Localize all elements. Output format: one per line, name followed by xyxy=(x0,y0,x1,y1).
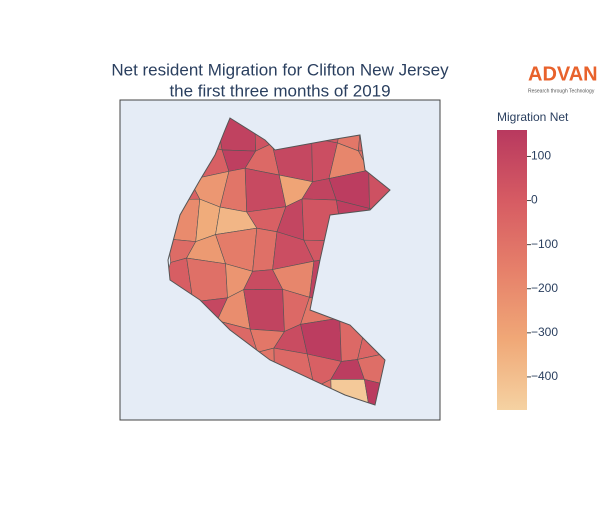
colorbar-tick-label: −300 xyxy=(531,325,558,339)
region xyxy=(243,288,285,332)
logo-tagline: Research through Technology xyxy=(528,88,595,94)
logo: ADVAN xyxy=(528,63,598,85)
city-outline xyxy=(167,117,391,406)
colorbar-ticks: 100 0 −100 −200 −300 −400 xyxy=(527,149,558,383)
colorbar-tick-label: −100 xyxy=(531,237,558,251)
chart-subtitle: the first three months of 2019 xyxy=(169,81,390,100)
colorbar-title: Migration Net xyxy=(497,110,569,124)
colorbar-tick-label: −400 xyxy=(531,369,558,383)
colorbar-tick-label: −200 xyxy=(531,281,558,295)
colorbar xyxy=(497,130,527,410)
colorbar-tick-label: 0 xyxy=(531,193,538,207)
chart-title: Net resident Migration for Clifton New J… xyxy=(111,60,449,79)
colorbar-tick-label: 100 xyxy=(531,149,551,163)
